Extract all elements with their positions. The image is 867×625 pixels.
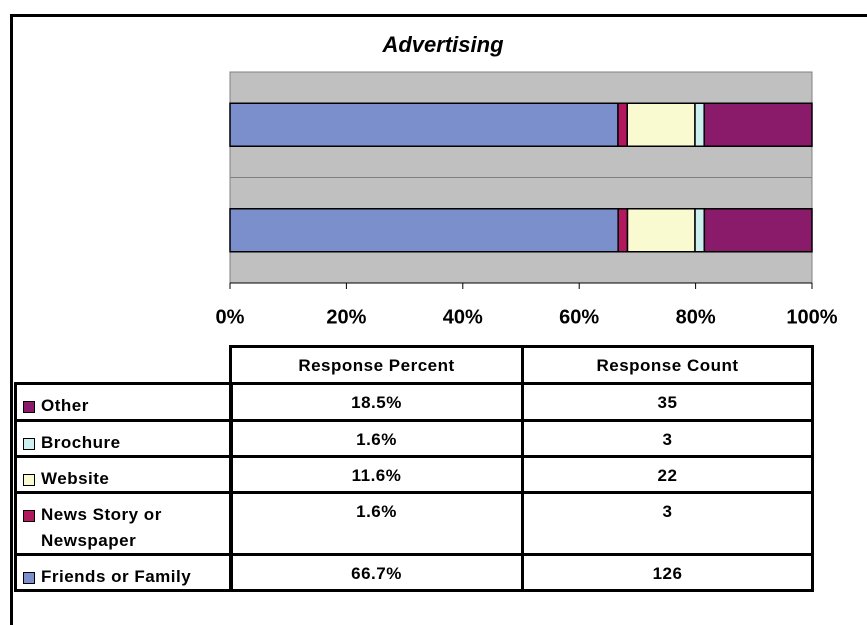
table-value: 11.6% xyxy=(229,455,524,494)
x-tick-label: 40% xyxy=(443,306,483,328)
column-header-text: Response Percent xyxy=(298,356,455,375)
x-tick-label: 20% xyxy=(326,306,366,328)
legend-label-text: Other xyxy=(41,396,89,415)
table-value-text: 11.6% xyxy=(351,466,402,485)
column-header: Response Count xyxy=(521,345,814,385)
table-value-text: 66.7% xyxy=(351,564,402,583)
table-value: 18.5% xyxy=(229,382,524,422)
legend-label: News Story or Newspaper xyxy=(14,491,233,556)
table-value-text: 35 xyxy=(657,393,678,412)
table-value: 3 xyxy=(521,491,814,556)
legend-label-text: Friends or Family xyxy=(41,567,192,586)
table-value-text: 3 xyxy=(662,430,673,449)
table-value: 66.7% xyxy=(229,553,524,592)
legend-key xyxy=(23,474,35,486)
legend-label: Website xyxy=(14,455,233,494)
table-value-text: 1.6% xyxy=(356,502,397,521)
table-value: 22 xyxy=(521,455,814,494)
x-tick-label: 80% xyxy=(676,306,716,328)
legend-key xyxy=(23,401,35,413)
x-tick-label: 60% xyxy=(559,306,599,328)
bar-segment xyxy=(229,102,619,147)
column-header-text: Response Count xyxy=(596,356,739,375)
legend-key xyxy=(23,510,35,522)
bar-segment xyxy=(626,102,696,147)
legend-key xyxy=(23,572,35,584)
bar-segment xyxy=(617,102,628,147)
table-value: 126 xyxy=(521,553,814,592)
x-tick-label: 100% xyxy=(786,306,837,328)
bar-segment xyxy=(703,102,813,147)
table-value-text: 126 xyxy=(652,564,683,583)
legend-label: Brochure xyxy=(14,419,233,458)
table-value-text: 3 xyxy=(662,502,673,521)
table-value: 3 xyxy=(521,419,814,458)
frame xyxy=(10,14,867,625)
chart: Advertising 0% 20% 40% 60% 80% 100% xyxy=(216,32,838,328)
table-value: 35 xyxy=(521,382,814,422)
bar-segment xyxy=(617,208,629,253)
bar-segment xyxy=(229,208,619,253)
column-header: Response Percent xyxy=(229,345,524,385)
bar-segment xyxy=(626,208,696,253)
bar-segment xyxy=(694,102,705,147)
legend-key xyxy=(23,438,35,450)
legend-label: Friends or Family xyxy=(14,553,233,592)
bar-segment xyxy=(694,208,706,253)
legend-label-text: Website xyxy=(41,469,110,488)
legend-label-text: Brochure xyxy=(41,433,121,452)
legend-label: Other xyxy=(14,382,233,422)
legend-label-text: News Story or Newspaper xyxy=(41,505,162,550)
table-value-text: 1.6% xyxy=(356,430,397,449)
x-tick-label: 0% xyxy=(216,306,245,328)
table-value-text: 22 xyxy=(657,466,678,485)
table-value-text: 18.5% xyxy=(351,393,402,412)
bar-segment xyxy=(703,208,813,253)
table-value: 1.6% xyxy=(229,419,524,458)
page: Advertising 0% 20% 40% 60% 80% 100% Response … xyxy=(10,14,867,625)
table-value: 1.6% xyxy=(229,491,524,556)
chart-title: Advertising xyxy=(381,32,504,57)
